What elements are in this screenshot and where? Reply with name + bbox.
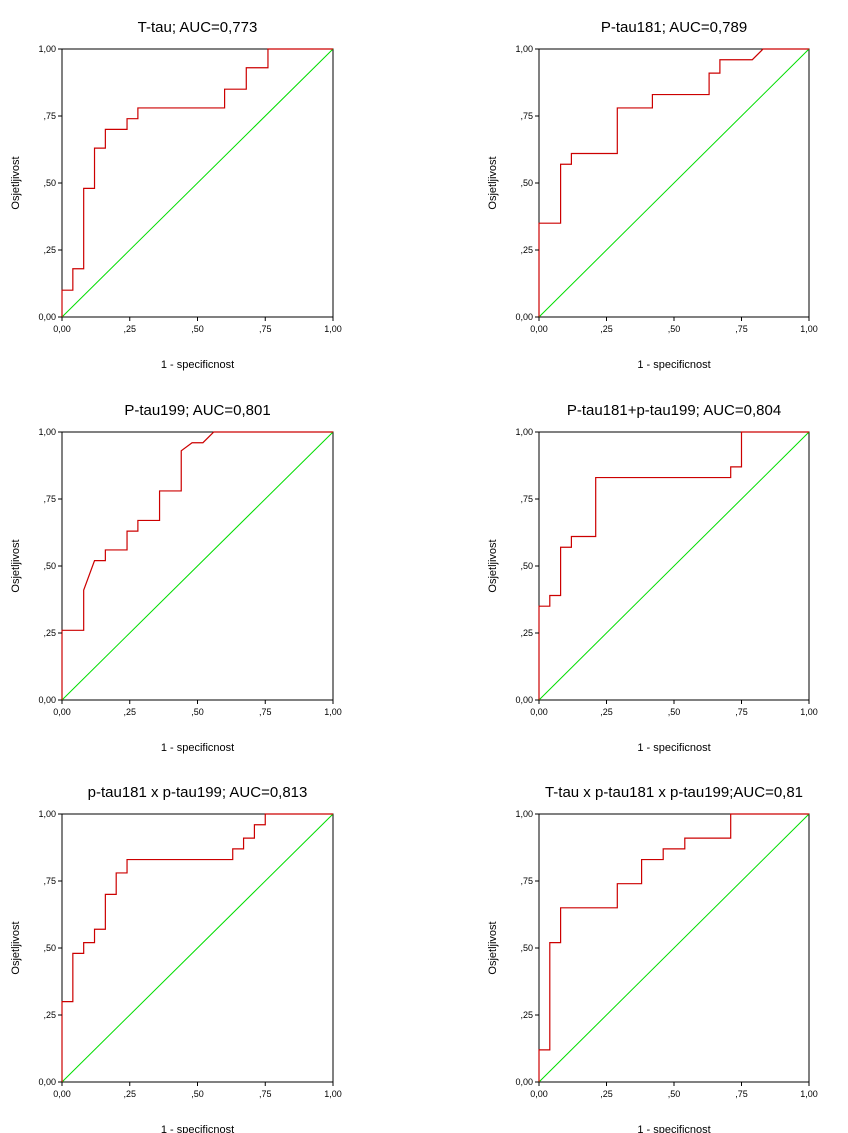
x-tick-label: 1,00 [324, 324, 342, 334]
y-tick-label: ,50 [43, 178, 56, 188]
x-tick-label: 1,00 [800, 1089, 818, 1099]
y-axis-label: Osjetljivost [487, 156, 499, 209]
y-tick-label: 1,00 [38, 427, 56, 437]
y-tick-label: 1,00 [38, 809, 56, 819]
x-tick-label: ,50 [668, 324, 681, 334]
roc-panel-5: p-tau181 x p-tau199; AUC=0,813 0,00 ,25 ,50… [10, 784, 342, 1133]
roc-curve [61, 431, 333, 700]
y-tick-label: ,75 [43, 494, 56, 504]
x-tick-label: 0,00 [53, 324, 71, 334]
reference-line [61, 48, 334, 318]
chart-title: p-tau181 x p-tau199; AUC=0,813 [88, 784, 308, 801]
y-tick-label: ,25 [43, 628, 56, 638]
chart-title: T-tau x p-tau181 x p-tau199;AUC=0,81 [545, 784, 803, 801]
x-tick-label: ,25 [600, 324, 613, 334]
y-tick-label: ,50 [520, 943, 533, 953]
x-tick-label: ,25 [600, 1089, 613, 1099]
y-tick-label: 0,00 [515, 312, 533, 322]
y-tick-label: ,75 [520, 111, 533, 121]
x-axis-label: 1 - specificnost [161, 742, 234, 754]
x-tick-label: ,75 [259, 1089, 272, 1099]
x-tick-label: 0,00 [530, 324, 548, 334]
roc-curve [538, 813, 809, 1082]
y-tick-label: ,50 [520, 561, 533, 571]
x-tick-label: ,75 [259, 707, 272, 717]
roc-panel-2: P-tau181; AUC=0,789 0,00 ,25 ,50 ,75 1,00 0,00… [487, 19, 818, 371]
chart-title: T-tau; AUC=0,773 [138, 19, 258, 36]
chart-title: P-tau199; AUC=0,801 [124, 402, 270, 419]
x-tick-label: ,50 [191, 324, 204, 334]
x-tick-label: ,25 [600, 707, 613, 717]
reference-line [538, 48, 810, 318]
x-tick-label: ,25 [123, 707, 136, 717]
x-tick-label: 0,00 [53, 707, 71, 717]
y-axis-label: Osjetljivost [487, 921, 499, 974]
y-tick-label: ,25 [520, 1010, 533, 1020]
roc-curve [61, 48, 333, 317]
y-tick-label: ,75 [520, 494, 533, 504]
roc-curve [538, 48, 809, 317]
y-tick-label: 1,00 [515, 427, 533, 437]
roc-panel-6: T-tau x p-tau181 x p-tau199;AUC=0,81 0,00… [487, 784, 818, 1133]
y-tick-label: 0,00 [38, 695, 56, 705]
y-tick-label: ,75 [520, 876, 533, 886]
x-tick-label: 1,00 [324, 707, 342, 717]
y-tick-label: ,75 [43, 876, 56, 886]
x-tick-label: ,25 [123, 1089, 136, 1099]
x-tick-label: ,50 [668, 1089, 681, 1099]
x-axis-label: 1 - specificnost [161, 359, 234, 371]
x-tick-label: 0,00 [530, 1089, 548, 1099]
y-tick-label: ,50 [43, 561, 56, 571]
y-tick-label: 1,00 [38, 44, 56, 54]
x-tick-label: 0,00 [53, 1089, 71, 1099]
y-axis-label: Osjetljivost [10, 921, 22, 974]
y-tick-label: 1,00 [515, 44, 533, 54]
x-tick-label: 1,00 [800, 707, 818, 717]
y-axis-label: Osjetljivost [487, 539, 499, 592]
y-tick-label: ,50 [43, 943, 56, 953]
x-tick-label: ,25 [123, 324, 136, 334]
x-tick-label: 0,00 [530, 707, 548, 717]
x-tick-label: ,75 [735, 707, 748, 717]
x-axis-label: 1 - specificnost [161, 1124, 234, 1133]
y-tick-label: ,25 [520, 628, 533, 638]
roc-curve [61, 813, 333, 1082]
x-axis-label: 1 - specificnost [637, 359, 710, 371]
y-tick-label: ,50 [520, 178, 533, 188]
x-tick-label: ,50 [191, 707, 204, 717]
x-tick-label: ,50 [668, 707, 681, 717]
x-tick-label: ,50 [191, 1089, 204, 1099]
x-tick-label: ,75 [259, 324, 272, 334]
roc-panel-3: P-tau199; AUC=0,801 0,00 ,25 ,50 ,75 1,00 0,00… [10, 402, 342, 754]
chart-title: P-tau181+p-tau199; AUC=0,804 [567, 402, 781, 419]
y-tick-label: 0,00 [38, 312, 56, 322]
reference-line [538, 813, 810, 1083]
x-tick-label: 1,00 [324, 1089, 342, 1099]
y-tick-label: ,25 [43, 1010, 56, 1020]
x-tick-label: 1,00 [800, 324, 818, 334]
y-tick-label: 1,00 [515, 809, 533, 819]
y-tick-label: ,25 [520, 245, 533, 255]
roc-panel-1: T-tau; AUC=0,773 0,00 ,25 ,50 ,75 1,00 0,00 ,25… [10, 19, 342, 371]
roc-curve [538, 431, 809, 700]
chart-title: P-tau181; AUC=0,789 [601, 19, 747, 36]
y-tick-label: ,25 [43, 245, 56, 255]
roc-panel-4: P-tau181+p-tau199; AUC=0,804 0,00 ,25 ,50 ,7… [487, 402, 818, 754]
y-axis-label: Osjetljivost [10, 156, 22, 209]
x-axis-label: 1 - specificnost [637, 742, 710, 754]
y-tick-label: ,75 [43, 111, 56, 121]
y-tick-label: 0,00 [38, 1077, 56, 1087]
reference-line [61, 431, 334, 701]
reference-line [61, 813, 334, 1083]
reference-line [538, 431, 810, 701]
y-axis-label: Osjetljivost [10, 539, 22, 592]
x-tick-label: ,75 [735, 324, 748, 334]
y-tick-label: 0,00 [515, 695, 533, 705]
x-tick-label: ,75 [735, 1089, 748, 1099]
y-tick-label: 0,00 [515, 1077, 533, 1087]
x-axis-label: 1 - specificnost [637, 1124, 710, 1133]
